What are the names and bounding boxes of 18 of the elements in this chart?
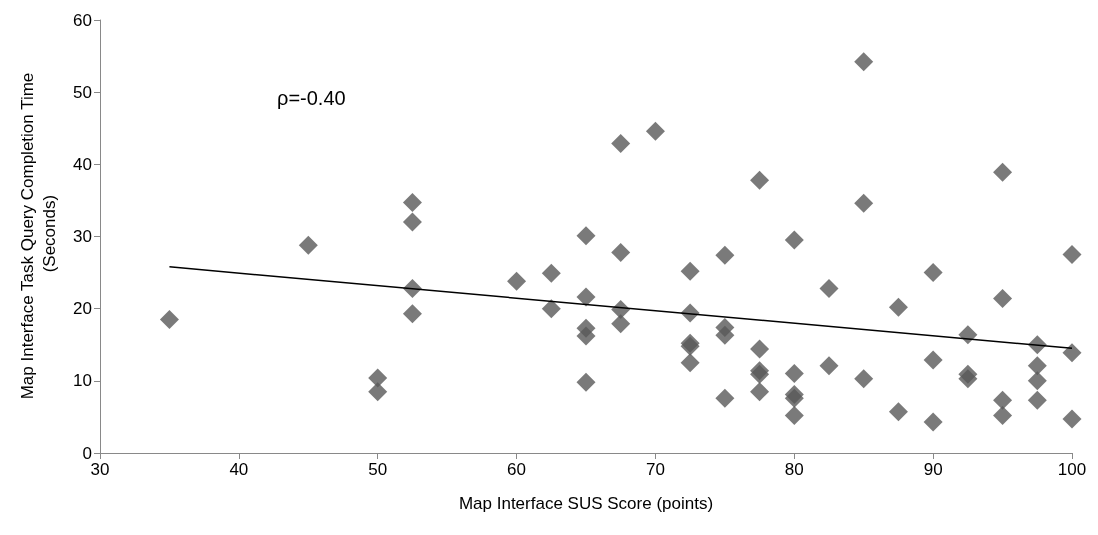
x-tick-label: 100 — [1057, 460, 1087, 479]
y-tick-label: 50 — [73, 82, 92, 102]
y-tick-label: 60 — [73, 10, 92, 30]
y-axis-title: Map Interface Task Query Completion Time (Seconds) — [17, 72, 59, 400]
x-tick-label: 80 — [784, 460, 804, 479]
x-tick-label: 40 — [229, 460, 249, 479]
x-axis-title: Map Interface SUS Score (points) — [458, 494, 714, 513]
x-tick-label: 30 — [90, 460, 110, 479]
y-tick-label: 30 — [73, 227, 92, 246]
x-tick-label: 90 — [923, 460, 943, 479]
y-tick-label: 40 — [73, 154, 92, 174]
y-tick-label: 10 — [73, 371, 92, 391]
x-tick-label: 60 — [507, 460, 527, 479]
annotation: ρ=-0.40 — [277, 87, 346, 109]
y-tick-label: 20 — [73, 299, 92, 319]
x-tick-label: 50 — [368, 460, 388, 479]
y-tick-label: 0 — [82, 443, 92, 463]
x-tick-label: 70 — [645, 460, 665, 479]
